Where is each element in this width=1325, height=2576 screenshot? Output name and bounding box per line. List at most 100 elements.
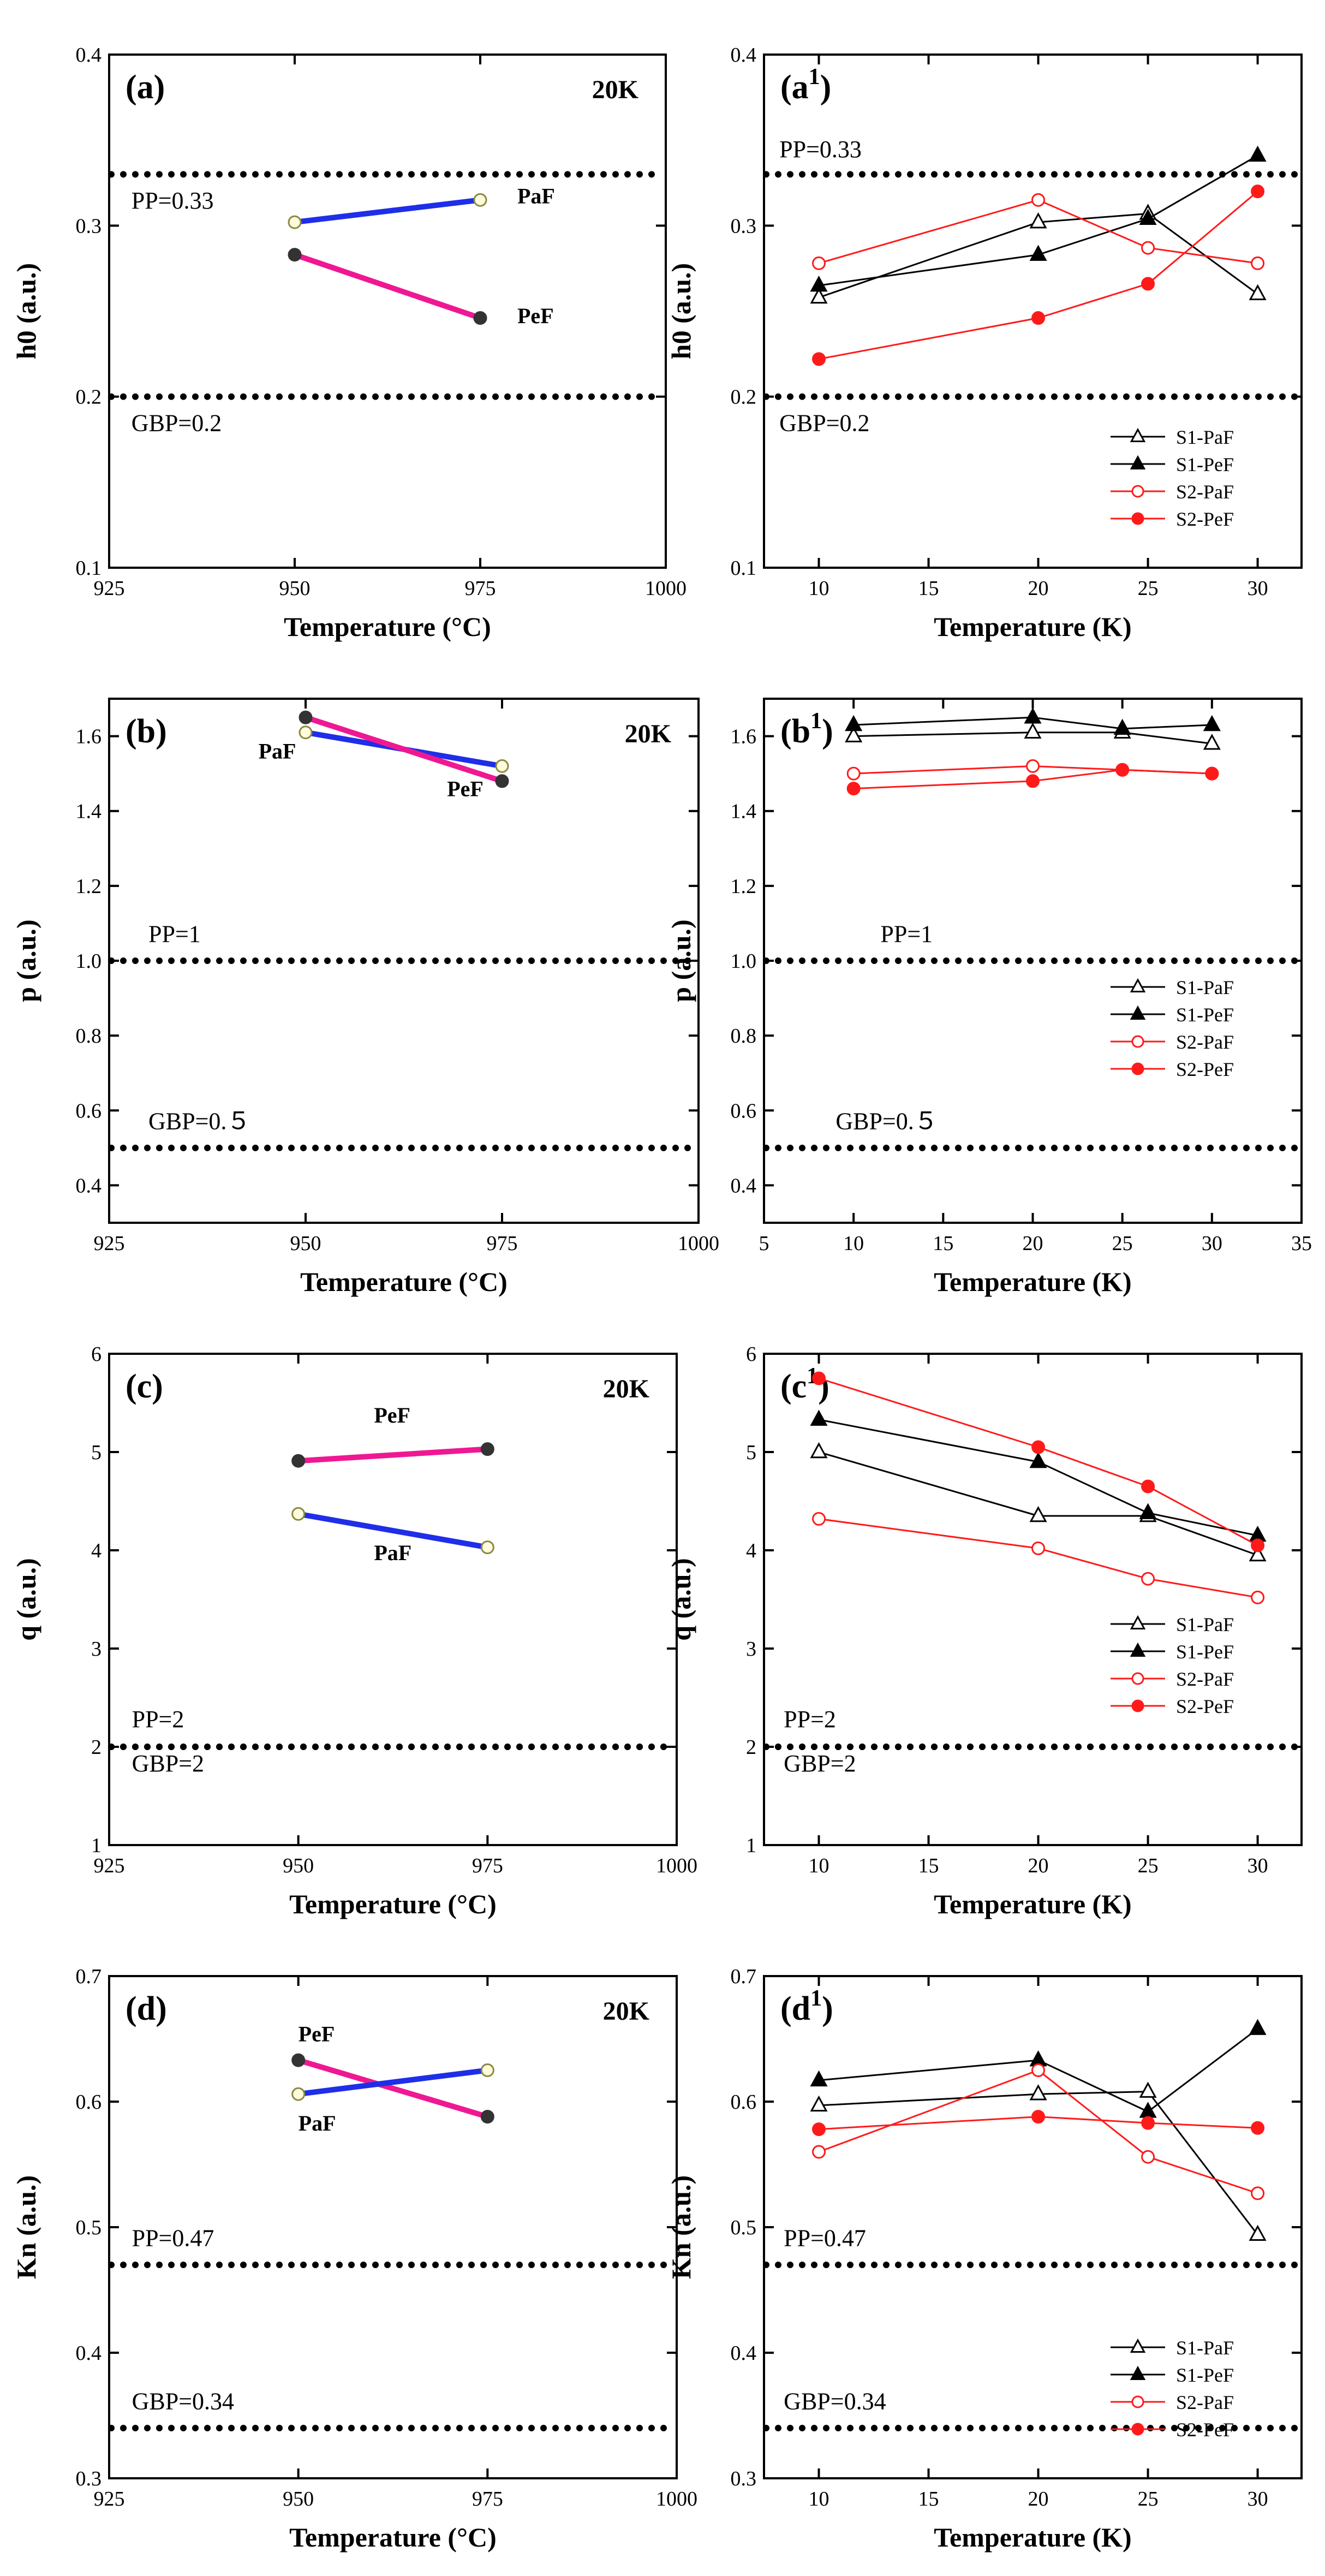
series-line-s2-paf [818,2069,1258,2194]
series-line-s1-pef [819,154,1258,287]
y-axis-title: p (a.u.) [666,919,696,1002]
x-tick-label: 20 [1028,1854,1049,1877]
data-point-circle [1031,2110,1046,2124]
panel-b: 925 950 975 1000 0.4 0.6 0.8 1.0 1.2 1.4 1.6 Temper… [11,698,719,1297]
x-tick-label: 20 [1023,1232,1043,1255]
series-line-s1-paf [819,1451,1258,1556]
y-tick-label: 1.2 [731,875,757,898]
y-tick-label: 0.7 [731,1965,757,1988]
legend: S1-PaF S1-PeF S2-PaF S2-PeF [1111,1614,1234,1717]
series-line-s2-pef [819,191,1258,360]
data-point-circle [846,766,861,781]
x-tick-label: 975 [472,1854,503,1877]
data-point [291,1507,306,1521]
data-point-circle [1141,277,1155,291]
data-point-triangle [810,1409,828,1426]
x-tick-label: 20 [1028,2488,1049,2510]
data-point-circle [1031,1440,1046,1454]
panel-label: (a1) [780,64,831,106]
panel-label: (a) [126,69,165,106]
legend-label: S2-PeF [1176,2419,1234,2441]
data-point [291,2087,306,2101]
panel-c1: 10 15 20 25 30 1 2 3 4 5 6 Temperature (K) q (a.u.) P… [666,1343,1303,1919]
series-line-pef [305,715,503,784]
reference-line-label: PP=0.47 [132,2225,214,2252]
data-point-triangle [1029,1506,1047,1522]
data-point-triangle [1249,2224,1267,2241]
y-tick-label: 0.3 [731,2467,757,2490]
series-line-paf [294,197,481,225]
data-point-circle [1251,1590,1265,1604]
series-line-pef [298,1446,488,1464]
panel-a1: 10 15 20 25 30 0.1 0.2 0.3 0.4 Temperature (K) h0 … [666,44,1303,642]
series-line-paf [297,1511,488,1550]
y-axis-title: q (a.u.) [666,1558,696,1640]
legend-marker-triangle [1130,1642,1146,1657]
series-label: PeF [299,2022,335,2046]
panel-label-text: (b [780,713,810,750]
data-point-circle [812,2122,826,2137]
series-line-s1-pef [819,1419,1258,1537]
series-label: PaF [259,739,296,764]
reference-line-label: PP=0.33 [779,136,862,163]
panel-label-text: (d) [126,1990,167,2027]
legend: S1-PaF S1-PeF S2-PaF S2-PeF [1111,2337,1234,2441]
x-tick-label: 15 [918,2488,939,2510]
reference-line-label: GBP=0.34 [784,2388,886,2415]
data-point [288,248,302,262]
y-tick-label: 0.4 [76,1174,102,1197]
x-tick-label: 975 [465,577,496,600]
data-point [299,725,313,740]
legend-marker-triangle [1130,427,1146,442]
panel-label-text: (c [780,1368,807,1405]
data-point [480,1442,494,1456]
data-point-circle [1031,2063,1046,2077]
y-tick-label: 0.6 [731,1099,757,1122]
x-tick-label: 10 [809,577,829,600]
series-label: PeF [447,776,484,801]
panel-label: (b) [126,713,167,750]
data-point-circle [1141,2150,1155,2164]
legend-marker-circle [1131,485,1144,498]
x-tick-label: 950 [283,2488,314,2510]
legend-marker-circle [1131,1035,1144,1048]
x-tick-label: 10 [809,1854,829,1877]
data-point-triangle [1024,707,1042,724]
y-tick-label: 0.8 [76,1025,102,1048]
x-tick-label: 1000 [645,577,687,600]
y-tick-label: 5 [91,1441,102,1464]
panel-label-superscript: 1 [810,709,822,734]
series-line-s2-pef [854,769,1212,790]
legend-label: S1-PeF [1176,1641,1234,1663]
data-point-triangle [1024,722,1042,739]
panel-label-text: (c) [126,1368,163,1405]
reference-line-label: PP=2 [132,1706,184,1733]
y-tick-label: 0.8 [731,1025,757,1048]
legend-marker-circle [1131,1699,1144,1712]
panel-label-text: (a) [126,69,165,106]
data-point-circle [1141,1479,1155,1494]
data-point-circle [1251,1538,1265,1552]
reference-line-label: PP=0.47 [784,2225,866,2252]
data-point-circle [1251,256,1265,270]
y-tick-label: 5 [746,1441,756,1464]
y-axis-title: h0 (a.u.) [666,263,696,359]
x-tick-label: 925 [94,2488,125,2510]
x-axis-title: Temperature (°C) [289,2522,497,2553]
y-tick-label: 0.6 [76,2091,102,2114]
temperature-note: 20K [603,1997,649,2026]
legend-label: S1-PaF [1176,1614,1234,1635]
y-tick-label: 0.3 [76,215,102,237]
legend-label: S2-PaF [1176,481,1234,503]
data-point [495,759,509,773]
x-tick-label: 950 [283,1854,314,1877]
panel-a: 925 950 975 1000 0.1 0.2 0.3 0.4 Temperature (°C… [11,44,687,642]
panel-c: 925 950 975 1000 1 2 3 4 5 6 Temperature (°C) q (a.… [11,1343,697,1919]
data-point-circle [1205,766,1219,781]
data-point [291,1454,306,1468]
data-point [291,2053,306,2067]
y-axis-title: Kn (a.u.) [11,2175,41,2279]
x-tick-label: 25 [1138,577,1159,600]
legend: S1-PaF S1-PeF S2-PaF S2-PeF [1111,977,1234,1080]
panel-label-text: (d [780,1990,810,2027]
